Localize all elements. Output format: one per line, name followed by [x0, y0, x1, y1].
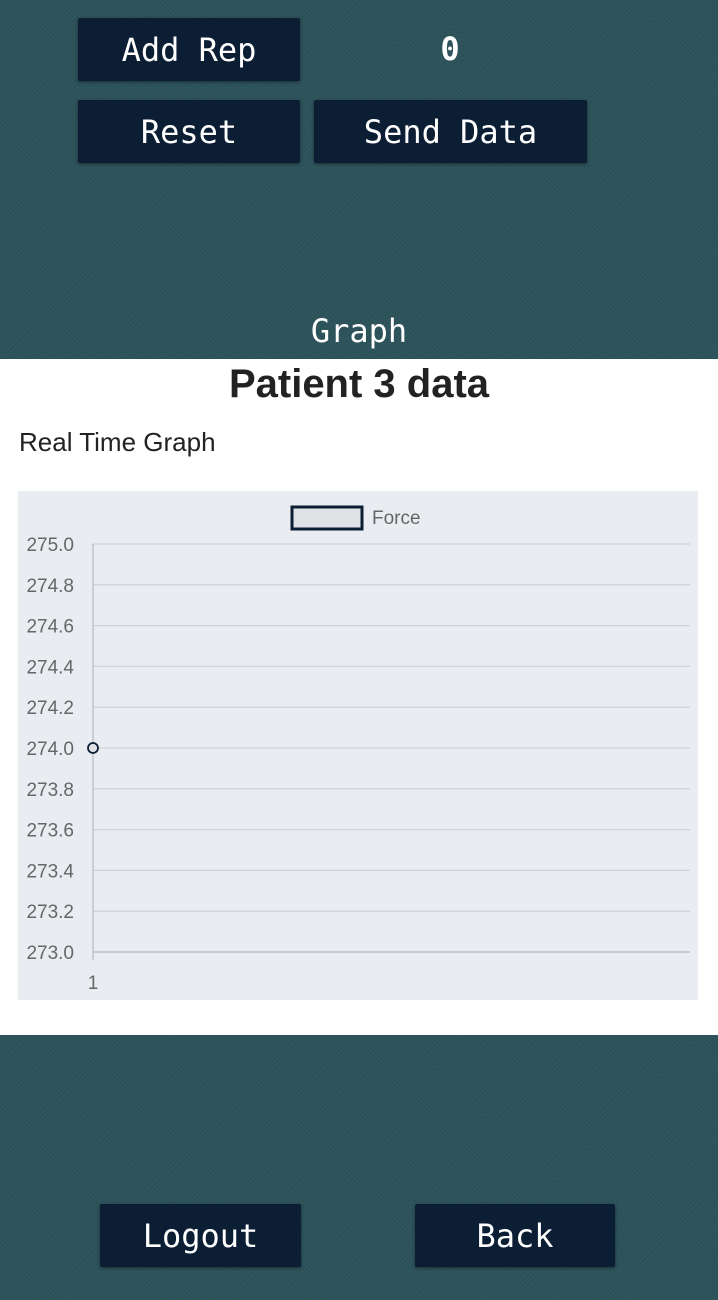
graph-panel: Patient 3 data Real Time Graph 275.0 274.…	[0, 359, 718, 1035]
legend-label: Force	[372, 508, 421, 529]
patient-title: Patient 3 data	[228, 362, 490, 406]
y-tick-label: 274.0	[26, 739, 74, 760]
graph-subtitle: Real Time Graph	[19, 427, 216, 457]
y-tick-label: 273.4	[26, 861, 74, 882]
y-tick-label: 275.0	[26, 535, 74, 556]
y-tick-label: 273.8	[26, 780, 74, 801]
x-tick-label: 1	[88, 973, 99, 994]
y-tick-label: 274.2	[26, 698, 74, 719]
legend-swatch	[290, 505, 364, 531]
data-point	[87, 742, 99, 754]
logout-button[interactable]: Logout	[100, 1204, 301, 1267]
y-tick-label: 274.8	[26, 576, 74, 597]
add-rep-button[interactable]: Add Rep	[78, 18, 300, 81]
y-tick-label: 274.6	[26, 617, 74, 638]
y-tick-label: 274.4	[26, 657, 74, 678]
chart-area: 275.0 274.8 274.6 274.4 274.2 274.0 273.8 273.6…	[18, 491, 698, 1000]
y-tick-label: 273.6	[26, 821, 74, 842]
y-tick-label: 273.0	[26, 943, 74, 964]
reset-button[interactable]: Reset	[78, 100, 300, 163]
y-tick-label: 273.2	[26, 902, 74, 923]
rep-counter: 0	[440, 30, 460, 68]
force-chart: 275.0 274.8 274.6 274.4 274.2 274.0 273.8 273.6…	[26, 505, 690, 994]
back-button[interactable]: Back	[415, 1204, 615, 1267]
send-data-button[interactable]: Send Data	[314, 100, 587, 163]
graph-heading: Graph	[310, 312, 408, 350]
